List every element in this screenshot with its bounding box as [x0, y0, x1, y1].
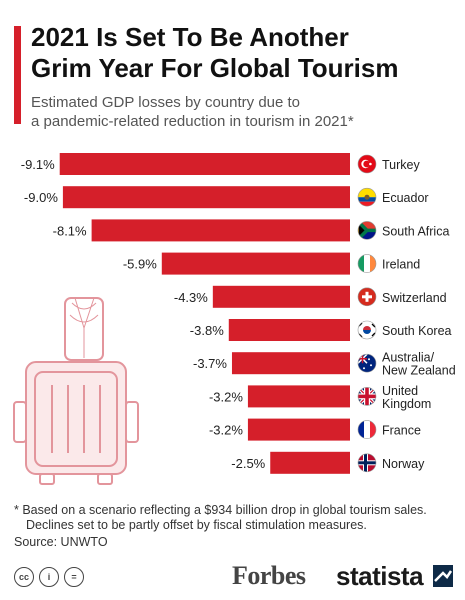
category-label: Switzerland	[382, 291, 447, 305]
value-label: -8.1%	[53, 223, 87, 238]
value-label: -9.0%	[24, 190, 58, 205]
category-label: Turkey	[382, 158, 420, 172]
statista-mark-icon	[433, 565, 453, 587]
category-label: Ireland	[382, 258, 420, 272]
bar-2	[91, 219, 351, 242]
south-africa-flag-icon	[357, 221, 377, 240]
value-label: -2.5%	[231, 456, 265, 471]
ecuador-flag-icon	[357, 187, 377, 207]
chart-title: 2021 Is Set To Be Another Grim Year For …	[31, 22, 451, 84]
bar-1	[62, 186, 351, 209]
value-label: -9.1%	[21, 157, 55, 172]
footnote-line-2: Declines set to be partly offset by fisc…	[26, 518, 367, 532]
bar-9	[270, 451, 350, 474]
subtitle-line-1: Estimated GDP losses by country due to	[31, 94, 301, 111]
value-label: -3.2%	[209, 389, 243, 404]
category-label: South Korea	[382, 324, 452, 338]
statista-logo[interactable]: statista	[336, 561, 424, 591]
subtitle-line-2: a pandemic-related reduction in tourism …	[31, 113, 354, 130]
no-derivatives-icon[interactable]: =	[64, 567, 84, 587]
bar-chart: -9.1% Turkey -9.0% Ecuador -8.1% South Africa…	[13, 153, 456, 485]
category-label: Norway	[382, 457, 425, 471]
ireland-flag-icon	[357, 254, 377, 273]
source-text: Source: UNWTO	[14, 535, 108, 549]
category-label: South Africa	[382, 224, 449, 238]
footnote: * Based on a scenario reflecting a $934 …	[14, 503, 454, 533]
france-flag-icon	[357, 420, 377, 439]
attribution-icon[interactable]: i	[39, 567, 59, 587]
category-label: France	[382, 424, 421, 438]
category-label: Australia/New Zealand	[382, 351, 456, 378]
australia-flag-icon	[357, 353, 377, 373]
value-label: -5.9%	[123, 257, 157, 272]
switzerland-flag-icon	[357, 287, 377, 307]
south-korea-flag-icon	[357, 320, 377, 340]
value-label: -3.8%	[190, 323, 224, 338]
bar-6	[231, 352, 350, 375]
footnote-line-1: * Based on a scenario reflecting a $934 …	[14, 503, 427, 517]
category-label: Ecuador	[382, 191, 429, 205]
footer: cc i = Forbes statista	[0, 555, 465, 600]
title-accent-bar	[14, 26, 21, 124]
chart-subtitle: Estimated GDP losses by country due to a…	[31, 93, 451, 131]
creative-commons-icon[interactable]: cc	[14, 567, 34, 587]
uk-flag-icon	[357, 387, 377, 406]
title-line-1: 2021 Is Set To Be Another	[31, 22, 349, 52]
value-label: -3.2%	[209, 423, 243, 438]
bar-4	[212, 285, 350, 308]
luggage-illustration	[13, 297, 139, 485]
turkey-flag-icon	[357, 154, 377, 174]
title-line-2: Grim Year For Global Tourism	[31, 53, 399, 83]
license-icons[interactable]: cc i =	[14, 567, 84, 587]
category-label: United Kingdom	[382, 384, 431, 411]
norway-flag-icon	[357, 453, 377, 473]
bar-5	[228, 319, 350, 341]
bar-7	[247, 385, 350, 408]
value-label: -4.3%	[174, 290, 208, 305]
value-label: -3.7%	[193, 356, 227, 371]
forbes-logo[interactable]: Forbes	[232, 561, 306, 590]
bar-3	[161, 252, 350, 275]
bar-8	[247, 418, 350, 441]
bar-0	[59, 153, 351, 175]
